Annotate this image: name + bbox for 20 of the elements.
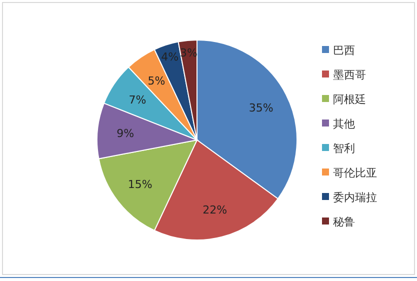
legend-label: 智利 <box>333 142 355 155</box>
data-label: 5% <box>148 74 166 88</box>
legend-label: 其他 <box>333 118 355 130</box>
legend-label: 秘鲁 <box>333 216 355 228</box>
legend-label: 哥伦比亚 <box>333 166 377 180</box>
legend-label: 巴西 <box>333 44 355 57</box>
data-label: 9% <box>116 127 134 140</box>
legend-label: 墨西哥 <box>333 68 366 82</box>
pie-slice <box>196 40 298 200</box>
data-label: 7% <box>128 94 146 107</box>
legend-label: 阿根廷 <box>333 93 366 106</box>
pie-slice <box>98 140 198 231</box>
data-label: 22% <box>202 204 228 217</box>
pie-slice <box>96 102 198 160</box>
pie-slice <box>104 66 198 140</box>
data-label: 4% <box>161 50 179 64</box>
legend-label: 委内瑞拉 <box>333 191 377 204</box>
data-label: 15% <box>128 178 152 192</box>
data-label: 35% <box>248 101 274 114</box>
pie-slice <box>154 140 278 240</box>
